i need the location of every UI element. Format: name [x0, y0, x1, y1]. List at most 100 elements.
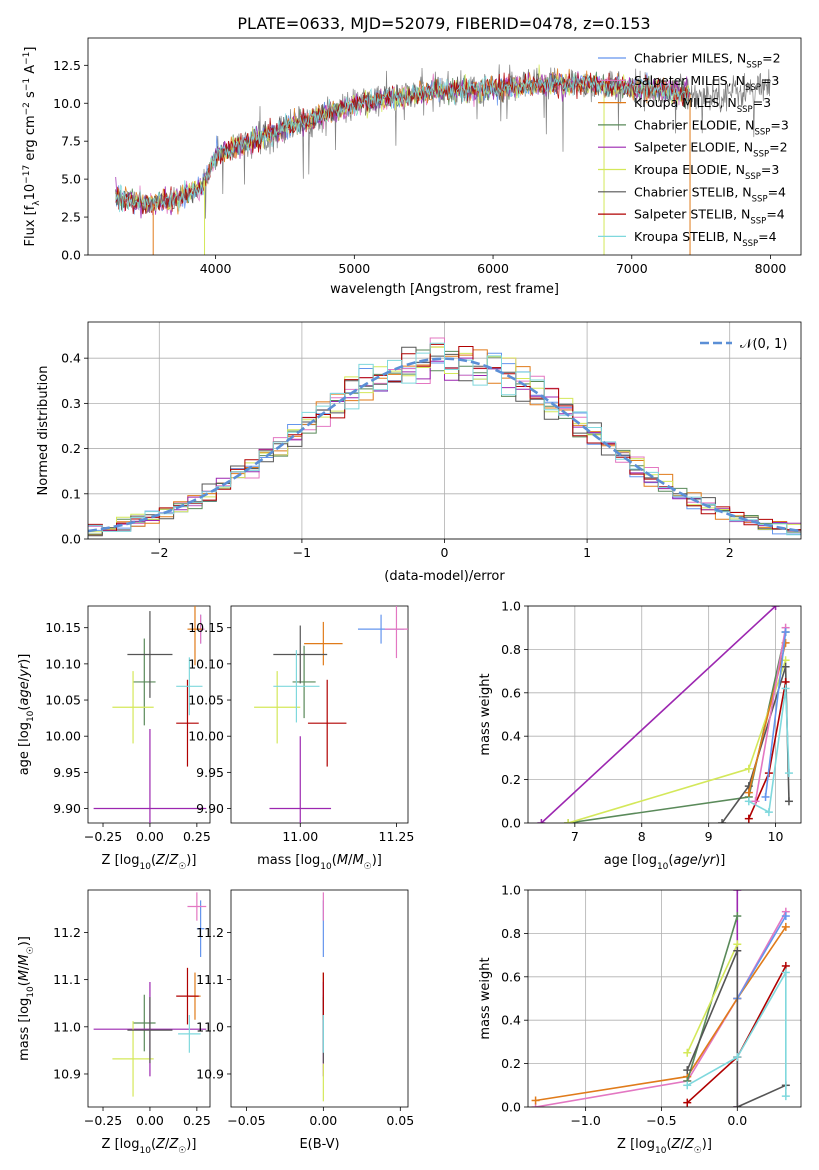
label-part: age [log: [17, 722, 32, 775]
x-tick-label: −0.5: [646, 1113, 676, 1128]
x-tick-label: 7: [571, 829, 579, 844]
legend-label-suffix: =4: [768, 184, 786, 199]
legend-label-sub: SSP: [750, 217, 766, 227]
legend-label: Chabrier ELODIE, NSSP=3: [634, 117, 789, 137]
label-part: /: [698, 853, 703, 868]
errorbars: [93, 606, 207, 823]
y-tick-label: 11.0: [196, 1019, 224, 1034]
x-tick-label: 0: [441, 545, 449, 560]
label-part: (: [151, 853, 156, 868]
legend-label-text: Chabrier STELIB, N: [634, 184, 752, 199]
errorbars: [254, 606, 408, 823]
legend-label-text: Salpeter STELIB, N: [634, 207, 750, 222]
y-tick-label: 10.0: [53, 96, 81, 111]
label-part: )]: [17, 654, 32, 664]
axes-frame: [527, 605, 802, 824]
label-part: Z [log: [617, 1137, 655, 1152]
y-tick-label: 0.0: [61, 248, 81, 263]
label-part: Z [log: [102, 1137, 140, 1152]
y-tick-label: 2.5: [61, 210, 81, 225]
y-tick-label: 10.10: [188, 656, 224, 671]
x-axis-label: E(B-V): [299, 1137, 339, 1152]
legend-label-suffix: =4: [766, 207, 784, 222]
label-part: Flux [f: [23, 205, 38, 246]
y-tick-label: 0.6: [501, 685, 521, 700]
label-part: (: [151, 1137, 156, 1152]
y-tick-label: 11.0: [53, 1019, 81, 1034]
label-part: 10: [657, 862, 669, 872]
legend-label-text: Kroupa ELODIE, N: [634, 162, 745, 177]
axes-frame: [527, 889, 802, 1108]
residual-hist-step: [88, 342, 801, 539]
legend-label-text: Salpeter MILES, N: [634, 73, 745, 88]
x-tick-label: 0.25: [183, 1113, 211, 1128]
legend-label-suffix: =3: [770, 117, 788, 132]
label-part: s: [23, 91, 38, 102]
y-tick-label: 0.4: [61, 351, 81, 366]
weight-line: [567, 660, 787, 823]
label-part: (: [668, 853, 673, 868]
label-part: (: [332, 853, 337, 868]
legend-label: Kroupa STELIB, NSSP=4: [634, 229, 777, 249]
label-part: ☉: [178, 1146, 186, 1156]
label-part: /: [17, 965, 32, 970]
y-tick-label: 10.10: [45, 656, 81, 671]
y-tick-label: 10.15: [188, 620, 224, 635]
y-tick-label: 0.6: [501, 969, 521, 984]
label-part: )]: [186, 1137, 196, 1152]
figure-title: PLATE=0633, MJD=52079, FIBERID=0478, z=0…: [237, 14, 650, 33]
legend-label-text: Salpeter ELODIE, N: [634, 140, 753, 155]
weight-line: [686, 969, 787, 1097]
label-part: yr: [17, 662, 32, 678]
label-part: /: [680, 1137, 685, 1152]
weight-line: [540, 606, 777, 823]
weight-lines: [537, 606, 793, 823]
label-part: −2: [22, 102, 32, 115]
label-part: M: [352, 853, 363, 868]
label-part: A: [23, 65, 38, 78]
panel-age_vs_mass: 11.00 11.25 9.90 9.95 10.00 10.05 10.10 10.15 ma…: [188, 605, 414, 872]
weight-lines: [531, 890, 790, 1107]
panel-weight_vs_Z: −1.0 −0.5 0.00.00.20.40.60.81.0Z [log10(Z/…: [478, 883, 802, 1156]
x-axis-label: Z [log10(Z/Z☉)]: [102, 1137, 197, 1156]
legend-label: Chabrier MILES, NSSP=2: [634, 51, 781, 71]
y-tick-label: 12.5: [53, 58, 81, 73]
y-tick-label: 10.9: [53, 1066, 81, 1081]
panel-age_vs_Z: −0.25 0.00 0.25 9.90 9.95 10.00 10.05 10.10 10.1…: [17, 605, 211, 872]
legend-label: Kroupa MILES, NSSP=3: [634, 95, 771, 115]
y-tick-label: 0.0: [61, 532, 81, 547]
label-part: )]: [372, 853, 382, 868]
label-part: )]: [715, 853, 725, 868]
legend-label-sub: SSP: [753, 150, 769, 160]
label-part: ☉: [26, 946, 36, 954]
x-tick-label: 8000: [755, 261, 787, 276]
legend-label-sub: SSP: [742, 239, 758, 249]
legend-label-suffix: =3: [761, 162, 779, 177]
axes-frame: [87, 889, 211, 1108]
label-part: erg cm: [23, 115, 38, 164]
legend-label-text: Chabrier MILES, N: [634, 51, 746, 66]
weight-line: [535, 911, 787, 1107]
x-axis-label: Z [log10(Z/Z☉)]: [102, 853, 197, 872]
legend-label: Salpeter MILES, NSSP=3: [634, 73, 779, 93]
x-tick-label: 2: [726, 545, 734, 560]
label-part: 10: [26, 986, 36, 998]
legend-label: Salpeter ELODIE, NSSP=2: [634, 140, 788, 160]
label-part: mass [log: [257, 853, 320, 868]
y-tick-label: 11.1: [196, 972, 224, 987]
y-tick-label: 9.90: [53, 801, 81, 816]
y-tick-label: 10.9: [196, 1066, 224, 1081]
x-tick-label: 0.05: [386, 1113, 414, 1128]
label-part: M: [17, 954, 32, 965]
y-tick-label: 0.8: [501, 642, 521, 657]
legend-label-text: Kroupa MILES, N: [634, 95, 737, 110]
label-part: age [log: [604, 853, 657, 868]
label-part: 10: [139, 862, 151, 872]
label-part: 10: [26, 710, 36, 722]
label-part: /: [165, 1137, 170, 1152]
label-part: (: [17, 706, 32, 711]
panel-residuals: −2 −1 0 1 2 0.0 0.1 0.2 0.3 0.4 (data-model)/error…: [36, 321, 802, 584]
label-part: /: [17, 676, 32, 681]
